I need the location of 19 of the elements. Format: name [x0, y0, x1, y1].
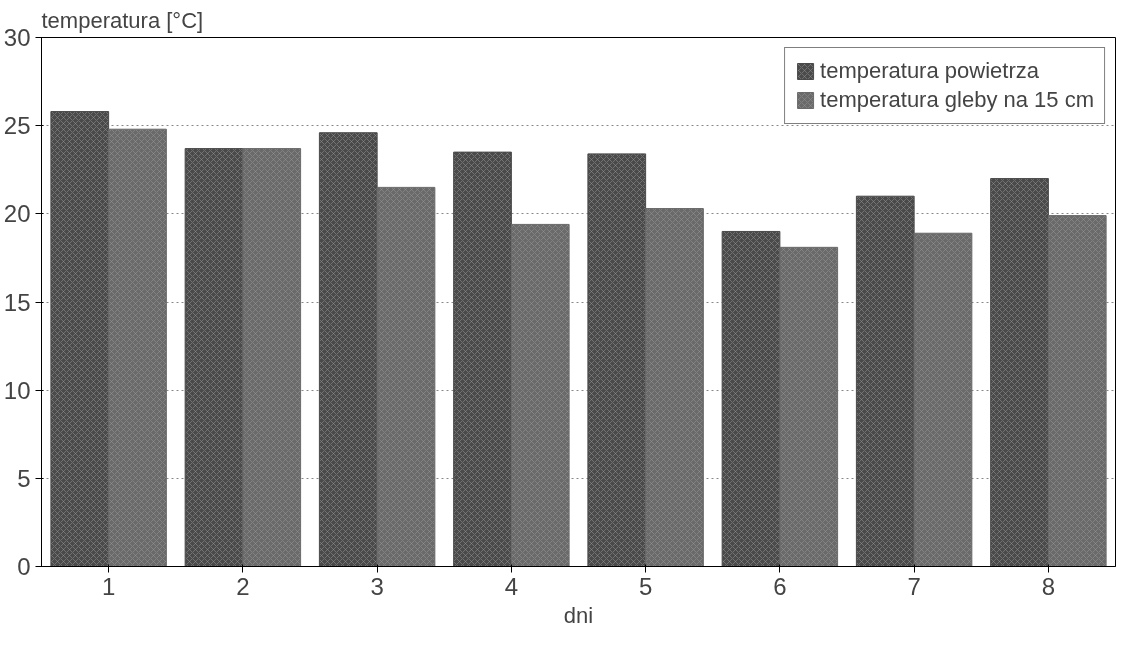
- legend-label: temperatura powietrza: [820, 58, 1039, 84]
- x-tick-label: 3: [370, 572, 384, 600]
- y-tick-label: 25: [3, 112, 31, 140]
- x-tick-label: 8: [1041, 572, 1056, 600]
- x-tick-label: 7: [907, 572, 921, 600]
- y-axis-title: temperatura [°C]: [41, 7, 204, 33]
- x-tick-label: 4: [504, 572, 519, 600]
- x-tick-label: 2: [236, 572, 250, 600]
- x-tick-label: 6: [773, 572, 787, 600]
- y-tick-label: 20: [3, 200, 31, 228]
- x-axis-title: dni: [563, 602, 594, 628]
- x-tick-label: 1: [101, 572, 116, 600]
- y-tick-label: 0: [17, 553, 31, 580]
- x-tick-label: 5: [638, 572, 653, 600]
- legend-label: temperatura gleby na 15 cm: [820, 87, 1094, 113]
- y-tick-label: 30: [3, 24, 31, 51]
- y-tick-label: 10: [3, 376, 31, 404]
- y-tick-label: 5: [17, 464, 31, 492]
- y-tick-label: 15: [3, 288, 31, 316]
